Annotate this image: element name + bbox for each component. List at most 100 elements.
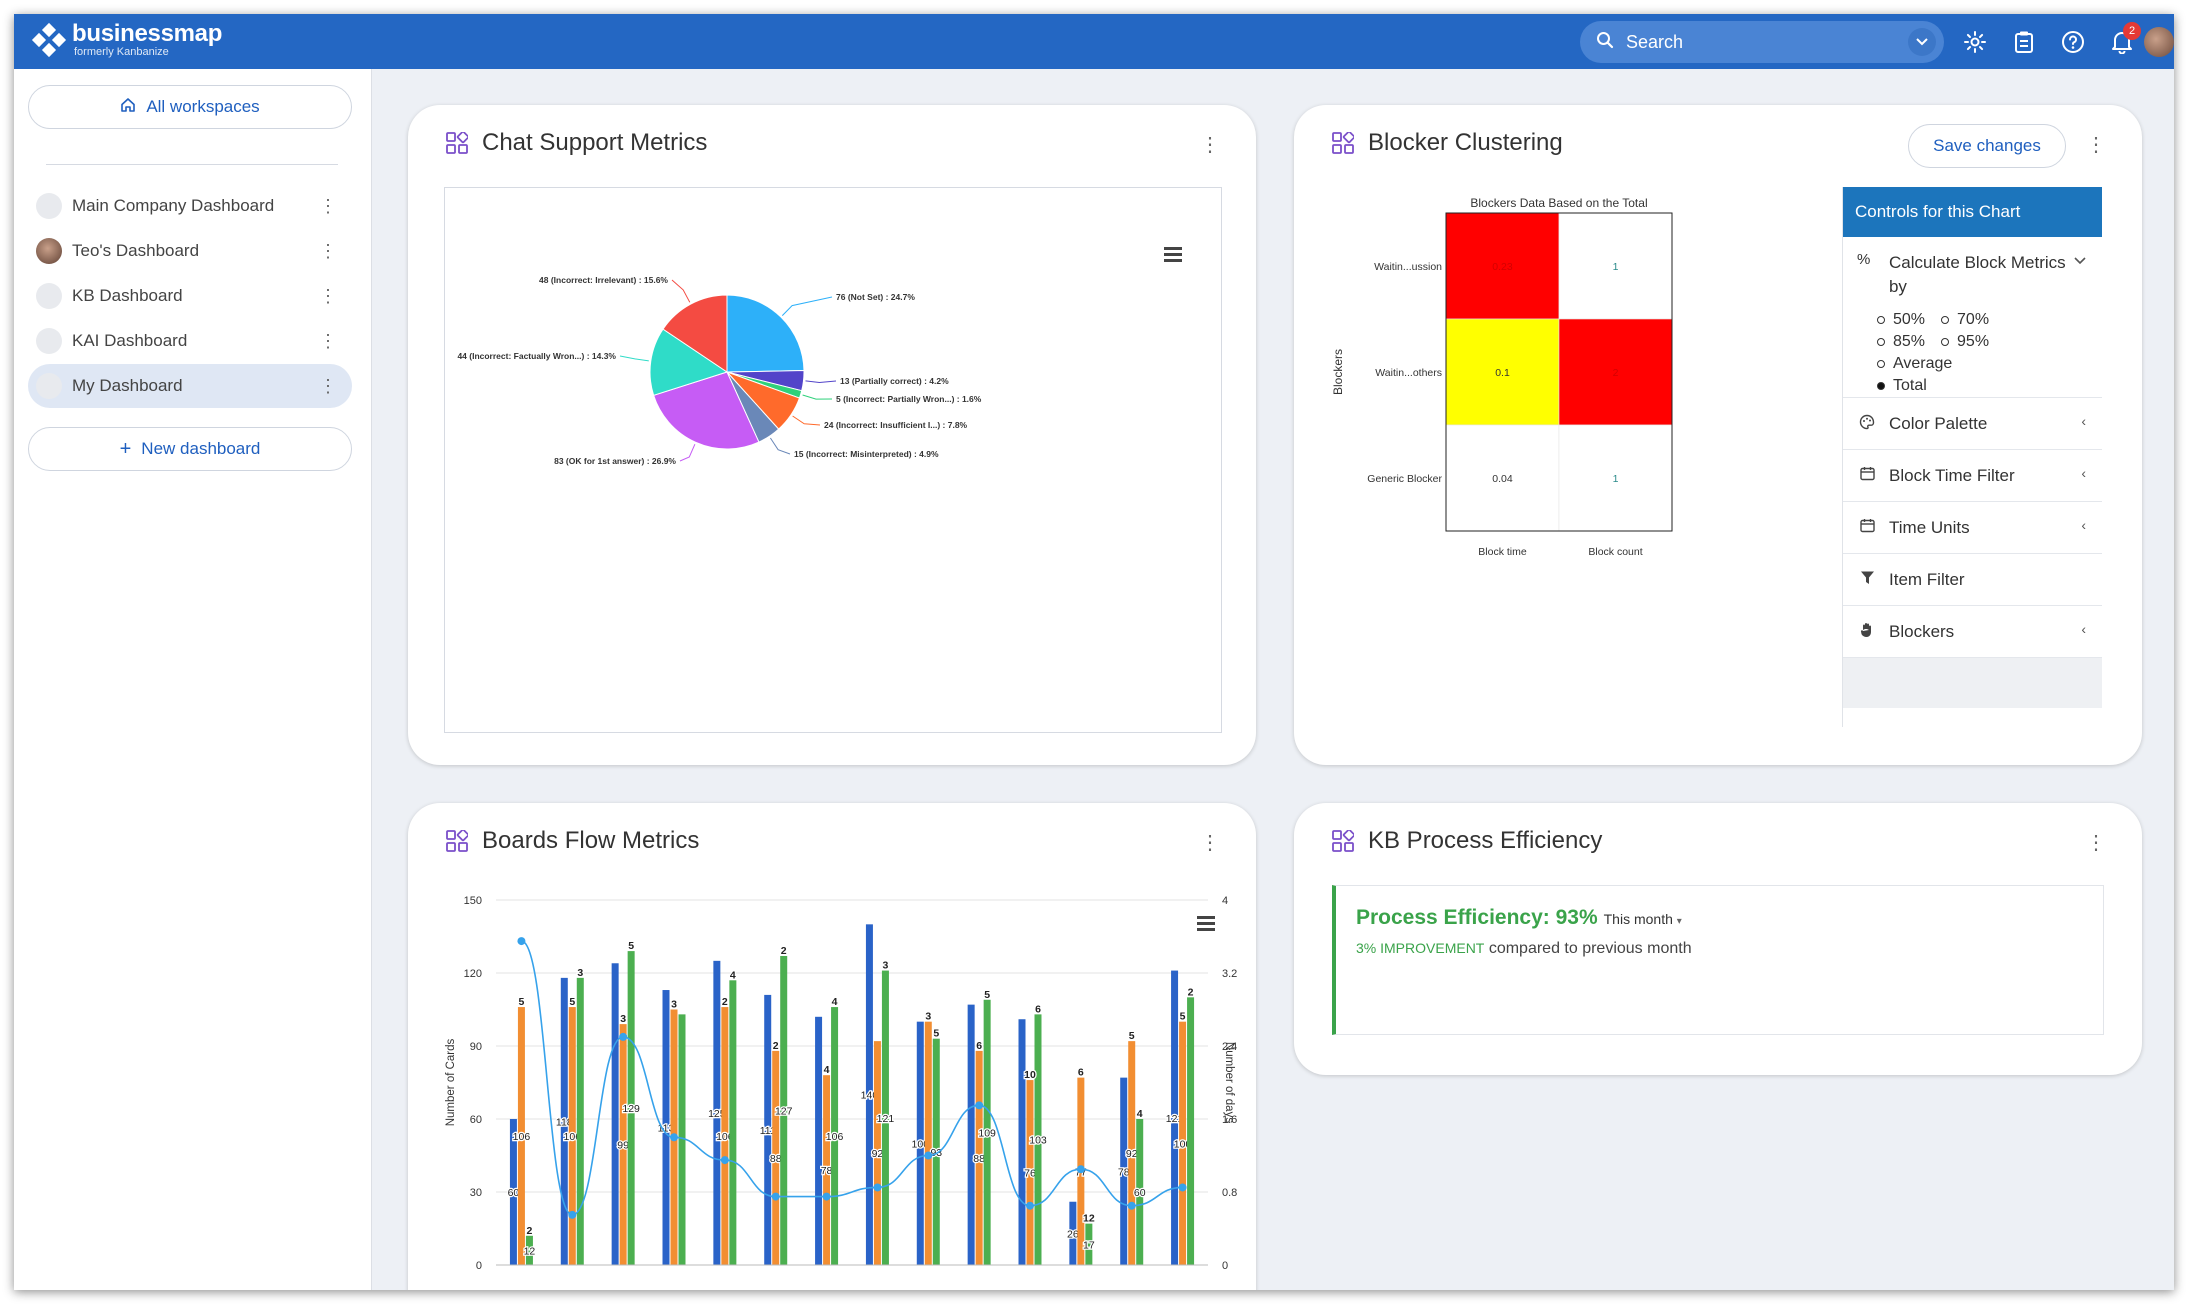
sidebar-item-teos-dashboard[interactable]: Teo's Dashboard ⋮ [28, 229, 352, 273]
bar-data-label: 12 [524, 1245, 536, 1257]
bar-orange [924, 1021, 932, 1265]
bell-icon[interactable]: 2 [2107, 22, 2141, 57]
control-label: Blockers [1889, 621, 1955, 641]
search-box[interactable]: Search [1580, 21, 1944, 63]
days-line-point [975, 1101, 984, 1110]
sidebar-item-my-dashboard[interactable]: My Dashboard ⋮ [28, 364, 352, 408]
chart-menu-icon[interactable] [1197, 916, 1215, 931]
pie-data-label: 44 (Incorrect: Factually Wron...) : 14.3… [457, 351, 616, 361]
bar-data-label: 17 [1083, 1239, 1095, 1251]
help-icon[interactable] [2058, 27, 2088, 57]
time-units-control[interactable]: Time Units ‹ [1843, 502, 2102, 554]
bar-top-label: 4 [824, 1064, 830, 1076]
kebab-menu-icon[interactable]: ⋮ [319, 240, 337, 261]
bar-blue [1069, 1201, 1077, 1265]
sidebar-item-main-company-dashboard[interactable]: Main Company Dashboard ⋮ [28, 184, 352, 228]
widget-menu-icon[interactable]: ⋮ [1200, 134, 1220, 156]
item-filter-control[interactable]: Item Filter [1843, 554, 2102, 606]
option-label: 85% [1893, 333, 1926, 350]
all-workspaces-button[interactable]: All workspaces [28, 85, 352, 129]
days-line-point [924, 1151, 933, 1160]
sidebar-item-label: Teo's Dashboard [72, 241, 200, 260]
bar-orange [568, 1007, 576, 1265]
bar-data-label: 76 [1024, 1168, 1036, 1180]
bar-top-label: 6 [1078, 1067, 1084, 1079]
days-line-point [670, 1133, 678, 1142]
chevron-down-icon[interactable] [1908, 28, 1936, 56]
color-palette-control[interactable]: Color Palette ‹ [1843, 398, 2102, 450]
widget-menu-icon[interactable]: ⋮ [2086, 832, 2106, 854]
bar-data-label: 60 [508, 1187, 520, 1199]
bar-green [1034, 1014, 1042, 1265]
clipboard-icon[interactable] [2009, 27, 2039, 57]
bar-top-label: 4 [730, 969, 736, 981]
blockers-control[interactable]: Blockers ‹ [1843, 606, 2102, 658]
option-85-radio[interactable]: 85% [1877, 331, 1925, 353]
option-total-radio[interactable]: Total [1877, 375, 1927, 397]
widget-grid-icon [1332, 132, 1354, 154]
option-label: 50% [1893, 311, 1926, 328]
widget-menu-icon[interactable]: ⋮ [1200, 832, 1220, 854]
bar-data-label: 26 [1067, 1228, 1079, 1240]
days-line-point [568, 1210, 577, 1219]
new-dashboard-button[interactable]: + New dashboard [28, 427, 352, 471]
bar-top-label: 5 [569, 996, 575, 1008]
pie-connector [619, 355, 649, 362]
new-dashboard-label: New dashboard [141, 439, 261, 458]
pie-connector [805, 380, 837, 384]
bar-blue [611, 963, 619, 1265]
user-avatar[interactable] [2144, 27, 2174, 57]
pie-data-label: 13 (Partially correct) : 4.2% [840, 376, 949, 386]
option-70-radio[interactable]: 70% [1941, 309, 1989, 331]
brand-logo[interactable]: businessmap formerly Kanbanize [31, 22, 222, 58]
heatmap-cell [1558, 318, 1673, 426]
chart-title: Blockers Data Based on the Total [1470, 196, 1647, 210]
block-time-filter-control[interactable]: Block Time Filter ‹ [1843, 450, 2102, 502]
sidebar-item-kai-dashboard[interactable]: KAI Dashboard ⋮ [28, 319, 352, 363]
bar-chart: 0 30 60 90 120 150 0 0.8 1.6 2.4 3.2 4 Number of Car… [445, 895, 1237, 1272]
bar-top-label: 10 [1024, 1069, 1036, 1081]
heatmap-cell [1558, 212, 1673, 320]
bar-top-label: 4 [1137, 1108, 1143, 1120]
heatmap-value: 1 [1613, 473, 1619, 485]
bar-green [780, 955, 788, 1265]
option-50-radio[interactable]: 50% [1877, 309, 1925, 331]
kebab-menu-icon[interactable]: ⋮ [319, 330, 337, 351]
heatmap-cell [1445, 424, 1560, 532]
y-tick-label: Generic Blocker [1367, 473, 1442, 485]
search-input[interactable]: Search [1626, 31, 1684, 52]
widget-grid-icon [446, 830, 468, 852]
y-tick-label: 0 [476, 1260, 482, 1272]
chart-menu-icon[interactable] [1164, 247, 1182, 262]
option-95-radio[interactable]: 95% [1941, 331, 1989, 353]
controls-footer [1843, 658, 2102, 708]
sidebar-item-kb-dashboard[interactable]: KB Dashboard ⋮ [28, 274, 352, 318]
y2-tick-label: 0 [1222, 1260, 1228, 1272]
bar-top-label: 2 [1188, 986, 1194, 998]
bar-blue [916, 1021, 924, 1265]
option-average-radio[interactable]: Average [1877, 353, 1952, 375]
kebab-menu-icon[interactable]: ⋮ [319, 375, 337, 396]
days-line-point [1127, 1201, 1136, 1210]
calculate-block-metrics-toggle[interactable]: % Calculate Block Metrics by [1857, 251, 2088, 299]
y-tick-label: 30 [470, 1187, 482, 1199]
bar-top-label: 3 [671, 999, 677, 1011]
bar-data-label: 106 [826, 1131, 844, 1143]
kebab-menu-icon[interactable]: ⋮ [319, 195, 337, 216]
y2-axis-label: Number of days [1223, 1042, 1235, 1123]
period-selector[interactable]: This month ▾ [1604, 911, 1682, 927]
kebab-menu-icon[interactable]: ⋮ [319, 285, 337, 306]
bar-green [881, 970, 889, 1265]
widget-menu-icon[interactable]: ⋮ [2086, 134, 2106, 156]
y-tick-label: Waitin...ussion [1374, 261, 1442, 273]
y-tick-label: 60 [470, 1114, 482, 1126]
bar-blue [662, 990, 670, 1265]
dashboard-avatar [36, 328, 62, 354]
bar-orange [1179, 1021, 1187, 1265]
gear-icon[interactable] [1960, 27, 1990, 57]
save-changes-button[interactable]: Save changes [1908, 124, 2066, 168]
bar-blue [1018, 1019, 1026, 1265]
bar-top-label: 5 [1129, 1030, 1135, 1042]
sidebar-item-label: KB Dashboard [72, 286, 183, 305]
heatmap-value: 0.04 [1492, 473, 1513, 485]
